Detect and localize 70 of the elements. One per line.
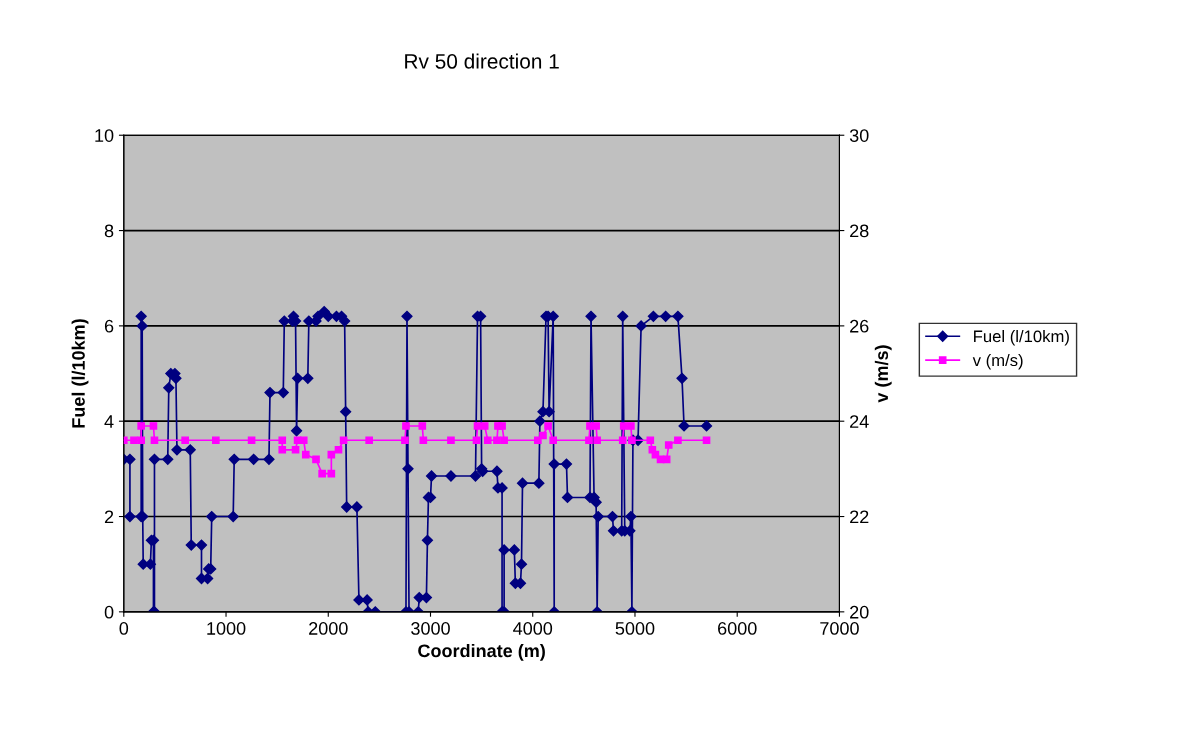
point	[646, 436, 655, 445]
point	[534, 436, 542, 445]
x-tick-label: 3000	[411, 622, 450, 635]
point	[130, 436, 138, 445]
point	[585, 436, 593, 445]
point	[539, 431, 547, 440]
point	[318, 469, 326, 478]
point	[278, 436, 287, 445]
y-tick-label: 8	[104, 224, 114, 238]
point	[702, 436, 711, 445]
point	[664, 441, 673, 449]
point	[473, 422, 482, 430]
point	[339, 436, 348, 445]
point	[419, 436, 428, 445]
point	[149, 422, 158, 430]
point	[674, 436, 682, 445]
x-tick-label: 2000	[309, 622, 348, 635]
point	[312, 455, 320, 464]
point	[549, 436, 558, 445]
point	[278, 445, 287, 454]
y2-tick-label: 26	[850, 319, 869, 333]
point	[493, 436, 501, 445]
x-tick-label: 5000	[615, 622, 655, 635]
chart-title: Rv 50 direction 1	[405, 53, 559, 69]
x-axis-title: Coordinate (m)	[418, 643, 545, 661]
point	[447, 436, 455, 445]
point	[291, 445, 300, 454]
point	[181, 436, 189, 445]
y-tick-label: 10	[95, 129, 114, 142]
point	[402, 422, 410, 430]
x-tick-label: 1000	[207, 622, 246, 635]
y2-tick-label: 30	[849, 129, 869, 142]
point	[544, 422, 552, 430]
x-tick-label: 4000	[513, 622, 553, 635]
point	[365, 436, 373, 445]
y-tick-label: 6	[104, 319, 114, 333]
point	[299, 436, 308, 445]
x-tick-label: 7000	[820, 622, 859, 635]
point	[401, 436, 409, 445]
point	[247, 436, 256, 445]
point	[418, 422, 427, 430]
point	[472, 436, 481, 445]
y2-tick-label: 28	[850, 224, 869, 238]
point	[334, 445, 343, 454]
point	[150, 436, 159, 445]
y-tick-label: 2	[104, 510, 114, 524]
legend-label: Fuel (l/10km)	[974, 330, 1069, 346]
point	[480, 422, 489, 430]
point	[619, 422, 628, 430]
x-tick-label: 6000	[718, 622, 757, 635]
y-tick-label: 0	[104, 605, 114, 619]
point	[500, 436, 508, 445]
point	[618, 436, 627, 445]
y-axis-title: Fuel (l/10km)	[71, 319, 89, 428]
point	[498, 422, 506, 430]
x-tick-label: 0	[119, 622, 129, 635]
point	[137, 422, 145, 430]
y2-tick-label: 22	[850, 510, 869, 524]
point	[627, 422, 635, 430]
point	[301, 450, 310, 459]
point	[137, 436, 145, 445]
y-tick-label: 4	[104, 415, 114, 428]
y2-axis-title: v (m/s)	[874, 345, 892, 403]
point	[592, 422, 600, 430]
point	[593, 436, 601, 445]
legend-label: v (m/s)	[972, 353, 1023, 370]
point	[211, 436, 220, 445]
y2-tick-label: 24	[850, 415, 869, 428]
point	[483, 436, 492, 445]
y2-tick-label: 20	[850, 605, 869, 619]
